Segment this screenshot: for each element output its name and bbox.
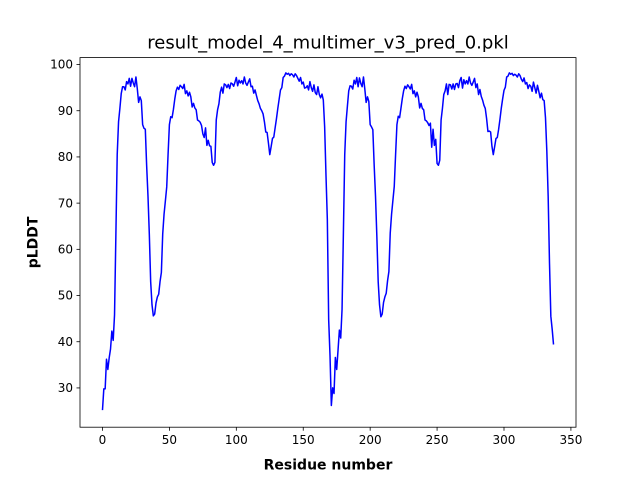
y-axis: 30 40 50 60 70 80 90 100 bbox=[50, 58, 80, 395]
x-tick-label: 0 bbox=[99, 433, 107, 447]
x-tick-label: 250 bbox=[426, 433, 449, 447]
y-tick-label: 80 bbox=[58, 150, 73, 164]
x-tick-label: 300 bbox=[493, 433, 516, 447]
y-tick-label: 40 bbox=[58, 335, 73, 349]
plddt-series-line bbox=[101, 72, 555, 411]
x-tick-label: 150 bbox=[292, 433, 315, 447]
plot-area bbox=[101, 72, 555, 411]
x-axis: 0 50 100 150 200 250 300 350 bbox=[99, 427, 582, 447]
y-tick-label: 30 bbox=[58, 381, 73, 395]
y-tick-label: 70 bbox=[58, 196, 73, 210]
x-tick-label: 350 bbox=[559, 433, 582, 447]
x-axis-label: Residue number bbox=[264, 458, 393, 474]
y-axis-label: pLDDT bbox=[26, 216, 42, 268]
y-tick-label: 100 bbox=[50, 58, 73, 72]
y-tick-label: 50 bbox=[58, 289, 73, 303]
x-tick-label: 100 bbox=[225, 433, 248, 447]
chart-title: result_model_4_multimer_v3_pred_0.pkl bbox=[147, 33, 509, 54]
y-tick-label: 60 bbox=[58, 243, 73, 257]
x-tick-label: 200 bbox=[359, 433, 382, 447]
plot-frame bbox=[79, 57, 577, 428]
x-tick-label: 50 bbox=[162, 433, 177, 447]
y-tick-label: 90 bbox=[58, 104, 73, 118]
